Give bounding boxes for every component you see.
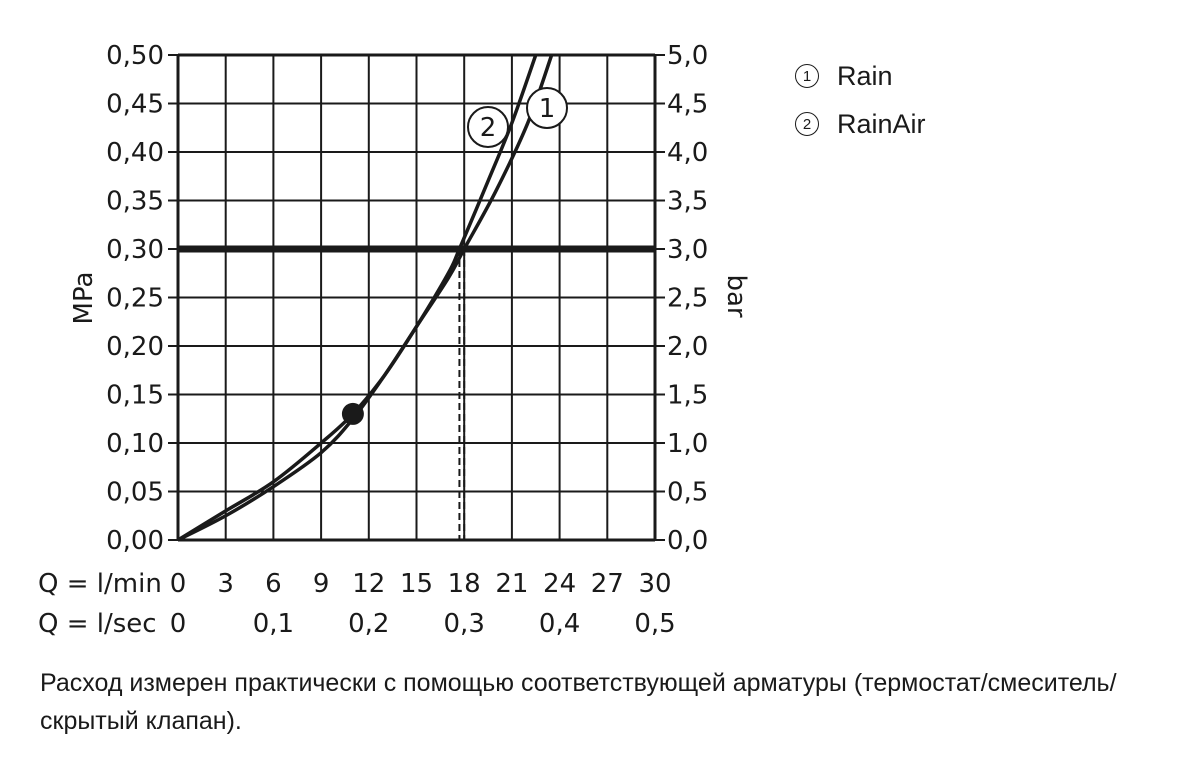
- legend-number-1: 1: [795, 64, 819, 88]
- x-tick-label-lsec: 0,1: [253, 609, 294, 639]
- right-tick-label: 5,0: [667, 41, 708, 71]
- legend-item-rain: 1 Rain: [795, 52, 926, 100]
- right-tick-label: 1,5: [667, 381, 708, 411]
- x-tick-label-lsec: 0: [170, 609, 187, 639]
- right-tick-label: 4,0: [667, 138, 708, 168]
- series-line-rainair: [177, 54, 538, 542]
- tick-labels: 0,000,050,100,150,200,250,300,350,400,45…: [106, 41, 708, 639]
- x-tick-label-lsec: 0,5: [634, 609, 675, 639]
- x-tick-label-lmin: 0: [170, 569, 187, 599]
- x-tick-label-lmin: 18: [448, 569, 481, 599]
- left-tick-label: 0,15: [106, 381, 164, 411]
- x-axis-title-lsec: Q = l/sec: [38, 609, 157, 639]
- series-badges: 12: [467, 87, 568, 148]
- legend: 1 Rain 2 RainAir: [795, 52, 926, 148]
- left-tick-label: 0,50: [106, 41, 164, 71]
- left-tick-label: 0,40: [106, 138, 164, 168]
- x-tick-label-lmin: 21: [495, 569, 528, 599]
- flow-pressure-chart: 0,000,050,100,150,200,250,300,350,400,45…: [38, 41, 751, 639]
- x-tick-label-lmin: 24: [543, 569, 576, 599]
- x-tick-label-lmin: 30: [638, 569, 671, 599]
- right-tick-label: 3,5: [667, 187, 708, 217]
- left-tick-label: 0,35: [106, 187, 164, 217]
- right-axis-title: bar: [721, 274, 751, 317]
- x-tick-label-lmin: 6: [265, 569, 282, 599]
- right-tick-label: 3,0: [667, 235, 708, 265]
- right-tick-label: 0,0: [667, 526, 708, 556]
- left-tick-label: 0,25: [106, 284, 164, 314]
- legend-item-rainair: 2 RainAir: [795, 100, 926, 148]
- left-tick-label: 0,30: [106, 235, 164, 265]
- left-tick-label: 0,00: [106, 526, 164, 556]
- x-tick-label-lsec: 0,3: [444, 609, 485, 639]
- right-tick-label: 2,5: [667, 284, 708, 314]
- left-tick-label: 0,45: [106, 90, 164, 120]
- series-badge-2: [467, 106, 509, 148]
- left-tick-label: 0,05: [106, 478, 164, 508]
- right-tick-label: 2,0: [667, 332, 708, 362]
- x-tick-label-lmin: 3: [217, 569, 234, 599]
- axis-titles: Q = l/min Q = l/sec MPa bar: [38, 272, 751, 639]
- chart-caption: Расход измерен практически с помощью соо…: [40, 669, 1117, 735]
- x-axis-title-lmin: Q = l/min: [38, 569, 162, 599]
- grid: [168, 53, 665, 542]
- series-curves: [177, 54, 554, 542]
- marker-point: [341, 402, 364, 425]
- x-tick-label-lsec: 0,4: [539, 609, 580, 639]
- series-badge-label-1: 1: [539, 94, 556, 124]
- left-tick-label: 0,20: [106, 332, 164, 362]
- left-tick-label: 0,10: [106, 429, 164, 459]
- series-badge-1: [526, 87, 568, 129]
- x-tick-label-lmin: 9: [313, 569, 330, 599]
- x-tick-label-lmin: 27: [591, 569, 624, 599]
- x-tick-label-lmin: 15: [400, 569, 433, 599]
- right-tick-label: 0,5: [667, 478, 708, 508]
- legend-number-2: 2: [795, 112, 819, 136]
- legend-label-rainair: RainAir: [837, 108, 926, 139]
- x-tick-label-lmin: 12: [352, 569, 385, 599]
- right-tick-label: 1,0: [667, 429, 708, 459]
- x-tick-label-lsec: 0,2: [348, 609, 389, 639]
- flow-drop-lines: [458, 249, 466, 540]
- series-badge-label-2: 2: [480, 113, 497, 143]
- legend-label-rain: Rain: [837, 60, 893, 91]
- left-axis-title: MPa: [69, 272, 99, 325]
- right-tick-label: 4,5: [667, 90, 708, 120]
